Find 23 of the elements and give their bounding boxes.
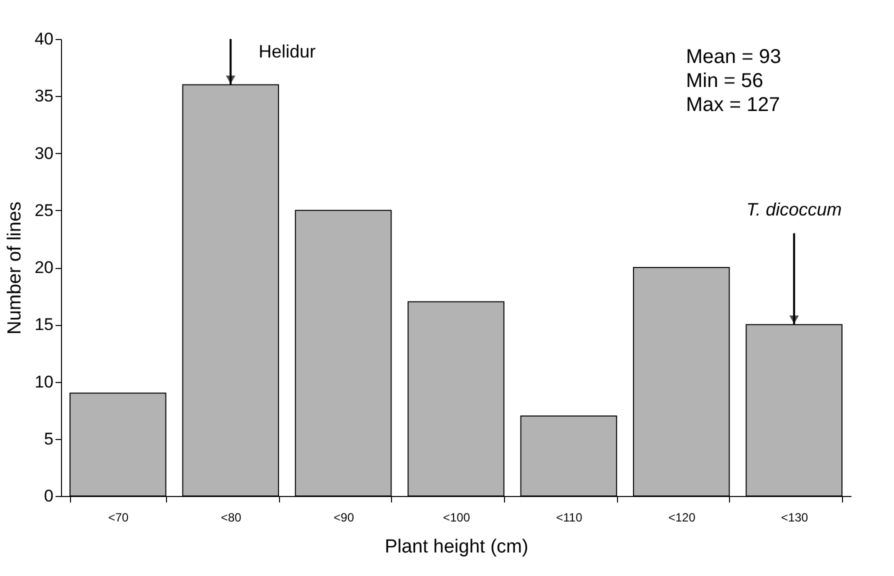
y-tick-label: 10 (34, 372, 54, 392)
annotation: Min = 56 (686, 70, 764, 92)
y-axis-title: Number of lines (4, 201, 26, 335)
x-tick-label: <70 (108, 510, 129, 524)
y-tick-label: 15 (34, 315, 54, 334)
x-axis-title: Plant height (cm) (384, 536, 528, 558)
y-tick-label: 35 (34, 86, 54, 106)
x-tick-label: <120 (668, 510, 696, 524)
y-tick-label: 0 (44, 486, 54, 506)
annotation: T. dicoccum (746, 199, 842, 220)
y-tick-label: 40 (34, 30, 54, 48)
x-tick-label: <80 (220, 510, 242, 524)
x-tick-label: <100 (442, 510, 470, 524)
annotation: Helidur (258, 42, 316, 62)
y-tick-label: 5 (44, 429, 54, 448)
y-tick-label: 20 (34, 258, 54, 277)
annotation: Mean = 93 (686, 46, 782, 68)
x-tick-label: <90 (334, 510, 354, 524)
y-tick-label: 25 (34, 200, 54, 220)
x-tick-label: <130 (781, 510, 808, 524)
y-tick-label: 30 (34, 144, 54, 163)
x-tick-label: <110 (556, 510, 583, 524)
annotation: Max = 127 (686, 94, 780, 116)
